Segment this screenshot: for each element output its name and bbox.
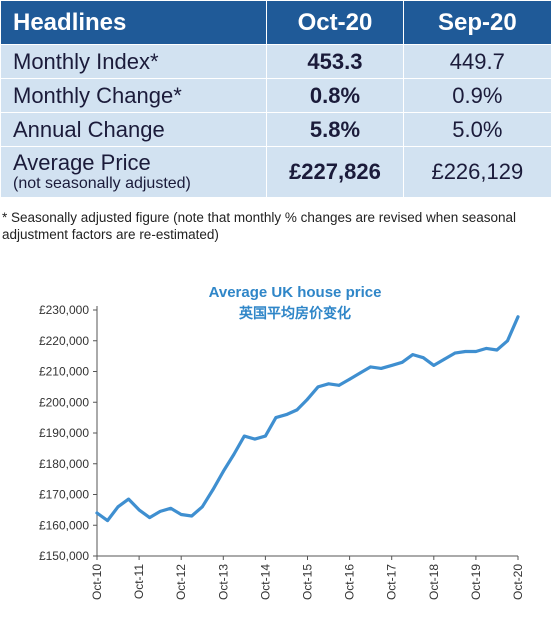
data-point (306, 397, 309, 401)
y-tick-label: £220,000 (39, 334, 89, 348)
table-row: Monthly Index* 453.3 449.7 (0, 44, 553, 79)
data-point (148, 516, 152, 519)
oct-value: 0.8% (266, 78, 404, 113)
data-point (137, 508, 141, 512)
x-tick-label: Oct-14 (258, 564, 272, 600)
data-point (411, 353, 415, 356)
data-point (264, 434, 267, 438)
data-point (127, 497, 130, 501)
data-point (327, 382, 330, 386)
data-point (506, 339, 509, 343)
chart-title: Average UK house price (208, 284, 382, 301)
data-point (516, 315, 520, 319)
data-point (400, 360, 404, 364)
sep-value: 449.7 (402, 44, 553, 79)
chart-subtitle: 英国平均房价变化 (239, 305, 351, 321)
x-tick-label: Oct-13 (216, 564, 230, 600)
x-tick-label: Oct-20 (511, 564, 525, 600)
footnote: * Seasonally adjusted figure (note that … (2, 210, 517, 242)
x-tick-label: Oct-15 (301, 564, 315, 600)
sep-value: 0.9% (402, 78, 553, 113)
y-tick-label: £180,000 (39, 457, 89, 471)
data-point (169, 506, 173, 510)
oct-value: £227,826 (266, 146, 404, 198)
row-label: Average Price (13, 150, 151, 175)
data-point (253, 437, 257, 441)
data-point (421, 356, 425, 360)
table-row: Monthly Change* 0.8% 0.9% (0, 78, 553, 113)
data-point (242, 434, 246, 438)
data-point (369, 365, 373, 369)
data-point (232, 453, 236, 456)
row-label: Annual Change (0, 112, 268, 147)
data-point (95, 511, 99, 515)
data-point (179, 513, 183, 516)
data-point (295, 408, 299, 412)
data-point (116, 505, 120, 509)
x-tick-label: Oct-18 (427, 564, 441, 600)
row-label: Monthly Change* (0, 78, 268, 113)
data-point (190, 514, 194, 518)
data-point (432, 363, 436, 367)
row-sublabel: (not seasonally adjusted) (13, 175, 191, 192)
data-point (316, 385, 320, 389)
header-oct-20: Oct-20 (266, 0, 404, 45)
data-point (158, 510, 162, 513)
data-point (221, 470, 225, 473)
data-point (285, 413, 288, 416)
data-point (348, 377, 351, 381)
data-point (485, 347, 488, 350)
table-row: Average Price (not seasonally adjusted) … (0, 146, 553, 198)
row-label: Monthly Index* (0, 44, 268, 79)
oct-value: 5.8% (266, 112, 404, 147)
sep-value: £226,129 (402, 146, 553, 198)
data-point (274, 416, 278, 420)
x-tick-label: Oct-17 (385, 564, 399, 600)
y-tick-label: £200,000 (39, 395, 89, 409)
x-tick-label: Oct-16 (343, 564, 357, 600)
data-point (200, 505, 204, 509)
data-point (442, 357, 446, 361)
data-point (495, 348, 499, 352)
data-point (463, 350, 467, 353)
data-point (358, 371, 362, 375)
data-point (379, 367, 383, 370)
data-point (337, 383, 341, 387)
header-headlines: Headlines (0, 0, 268, 45)
table-header-row: Headlines Oct-20 Sep-20 (0, 0, 553, 45)
y-tick-label: £210,000 (39, 365, 89, 379)
y-tick-label: £150,000 (39, 549, 89, 563)
table-row: Annual Change 5.8% 5.0% (0, 112, 553, 147)
line-chart: £150,000 £160,000 £170,000 £180,000 £190,000… (39, 303, 525, 600)
headlines-table: Headlines Oct-20 Sep-20 Monthly Index* 4… (0, 0, 553, 198)
y-tick-label: £170,000 (39, 488, 89, 502)
x-tick-label: Oct-19 (469, 564, 483, 600)
data-point (211, 488, 215, 492)
x-tick-label: Oct-12 (174, 564, 188, 600)
row-label-price: Average Price (not seasonally adjusted) (0, 146, 268, 198)
data-point (106, 519, 109, 523)
y-tick-label: £190,000 (39, 426, 89, 440)
data-point (474, 350, 478, 353)
header-sep-20: Sep-20 (402, 0, 553, 45)
x-tick-label: Oct-10 (90, 564, 104, 600)
data-point (453, 351, 457, 355)
y-tick-label: £230,000 (39, 303, 89, 317)
data-point (390, 363, 394, 367)
sep-value: 5.0% (402, 112, 553, 147)
price-series-line (95, 315, 520, 523)
x-tick-label: Oct-11 (132, 564, 146, 599)
y-tick-label: £160,000 (39, 518, 89, 532)
oct-value: 453.3 (266, 44, 404, 79)
